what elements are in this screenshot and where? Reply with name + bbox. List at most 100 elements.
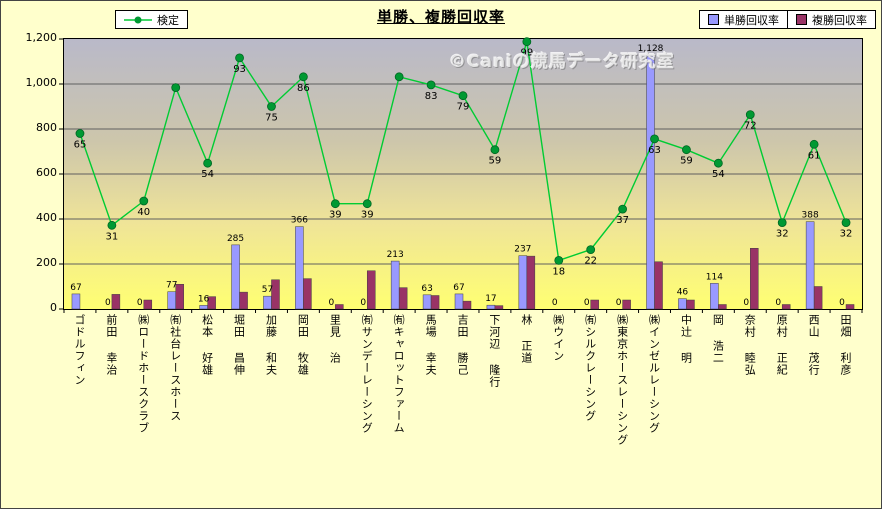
place-swatch-icon [796, 14, 807, 25]
x-axis-label: 田畑 利彦 [839, 314, 853, 376]
line-point [618, 204, 627, 214]
line-point [235, 53, 244, 63]
place-bar [366, 270, 376, 310]
line-point-label: 75 [265, 113, 278, 124]
x-axis-label: 原村 正紀 [775, 314, 789, 376]
win-bar [486, 304, 496, 310]
place-bar [813, 286, 823, 310]
win-bar [678, 298, 687, 310]
x-axis-label: ゴドルフィン [72, 314, 86, 386]
win-bar [422, 294, 432, 310]
legend-kentei-label: 検定 [157, 13, 179, 27]
kentei-line [79, 41, 847, 262]
win-bar-label: 67 [70, 283, 81, 293]
y-axis-label: 0 [50, 301, 57, 314]
win-bar-label: 17 [485, 294, 496, 304]
win-bar-label: 285 [227, 234, 244, 244]
x-axis-label: 岡 浩二 [711, 314, 725, 364]
x-axis-label: ㈲キャロットファーム [392, 314, 406, 434]
line-point-label: 83 [425, 91, 438, 102]
place-bar [430, 295, 440, 310]
win-bar-label: 0 [584, 298, 590, 308]
line-point [362, 199, 372, 209]
watermark: ©Caniの競馬データ研究室 [449, 52, 675, 72]
win-bar-label: 0 [360, 298, 366, 308]
line-point [171, 83, 181, 92]
x-axis-label: 下河辺 隆行 [487, 314, 501, 388]
win-bar [71, 293, 81, 310]
y-axis-label: 600 [36, 166, 57, 179]
win-bar-label: 213 [387, 250, 404, 260]
win-bar-label: 63 [421, 284, 432, 294]
place-bar [462, 300, 472, 310]
win-bar-label: 0 [743, 298, 749, 308]
line-point-label: 31 [106, 231, 119, 242]
win-bar-label: 0 [137, 298, 143, 308]
line-point-label: 37 [616, 215, 629, 226]
x-axis-label: 岡田 牧雄 [296, 314, 310, 376]
win-bar-label: 388 [802, 211, 819, 221]
y-axis-label: 1,200 [25, 31, 58, 44]
chart-title: 単勝、複勝回収率 [376, 8, 505, 26]
line-point [107, 220, 117, 230]
line-point [682, 145, 691, 155]
win-bar [646, 54, 655, 310]
place-bar [750, 248, 759, 310]
line-point [490, 145, 500, 155]
x-axis-label: 林 正道 [519, 314, 533, 364]
x-axis-label: ㈱東京ホースレーシング [615, 314, 629, 446]
line-point-label: 32 [840, 229, 853, 240]
place-bar [845, 304, 855, 310]
line-point [330, 199, 340, 209]
line-point [426, 80, 436, 90]
place-bar [239, 291, 248, 310]
line-point [777, 218, 787, 228]
legend-kentei: 検定 [115, 10, 188, 29]
line-point-label: 39 [329, 210, 342, 221]
line-point-label: 39 [361, 210, 374, 221]
win-bar-label: 16 [198, 294, 210, 304]
y-axis-label: 400 [36, 211, 57, 224]
win-bar-label: 237 [514, 245, 531, 255]
line-point-label: 93 [233, 64, 246, 75]
win-bar-label: 0 [552, 298, 558, 308]
win-bar [231, 244, 240, 310]
win-bar-label: 0 [839, 298, 845, 308]
line-point-label: 65 [74, 140, 87, 151]
place-bar [686, 299, 695, 310]
plot-svg: 67 0 0 77 16 285 57 366 0 0 213 63 67 17 237 0 0 0 1,128 46… [59, 37, 863, 313]
x-axis-label: ㈱ウイン [551, 314, 565, 362]
line-legend-sample-icon [124, 16, 152, 23]
win-bar-label: 57 [262, 285, 273, 295]
line-point [650, 134, 659, 144]
line-point-label: 59 [680, 156, 693, 167]
place-bar [303, 278, 312, 310]
win-bar-label: 46 [677, 288, 689, 298]
win-bar-label: 114 [706, 272, 723, 282]
x-axis-label: 堀田 昌伸 [232, 314, 246, 376]
line-point [139, 196, 149, 206]
y-axis-label: 800 [36, 121, 57, 134]
win-bar [295, 226, 304, 310]
line-point [713, 158, 723, 168]
line-point-label: 61 [808, 150, 821, 161]
line-point-label: 86 [297, 83, 310, 94]
x-axis-label: ㈱インゼルレーシング [647, 314, 661, 434]
line-point [745, 110, 755, 119]
legend-win: 単勝回収率 [699, 10, 788, 29]
win-bar [263, 295, 272, 310]
win-bar [710, 283, 719, 310]
win-bar-label: 0 [616, 298, 622, 308]
win-bar-label: 0 [105, 298, 111, 308]
x-axis-label: ㈱ロードホースクラブ [136, 314, 150, 434]
line-point [267, 102, 276, 111]
place-bar [718, 304, 727, 310]
win-bar-label: 0 [775, 298, 781, 308]
line-point-label: 18 [552, 266, 565, 277]
place-bar [271, 279, 280, 310]
place-bar [335, 304, 344, 310]
win-bar-label: 366 [291, 216, 308, 226]
win-bar [167, 291, 176, 310]
line-point [203, 158, 213, 168]
